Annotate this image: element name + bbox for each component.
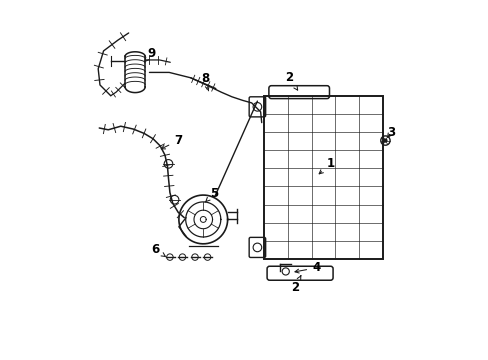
Bar bbox=[264, 96, 382, 259]
Text: 3: 3 bbox=[386, 126, 394, 139]
Text: 9: 9 bbox=[144, 47, 155, 62]
Circle shape bbox=[383, 138, 387, 143]
Text: 2: 2 bbox=[285, 71, 297, 90]
Text: 1: 1 bbox=[319, 157, 334, 174]
Text: 5: 5 bbox=[204, 187, 218, 202]
Text: 6: 6 bbox=[151, 243, 165, 256]
Text: 4: 4 bbox=[294, 261, 320, 274]
Text: 7: 7 bbox=[161, 134, 182, 149]
Text: 8: 8 bbox=[201, 72, 209, 91]
Text: 2: 2 bbox=[290, 276, 300, 294]
